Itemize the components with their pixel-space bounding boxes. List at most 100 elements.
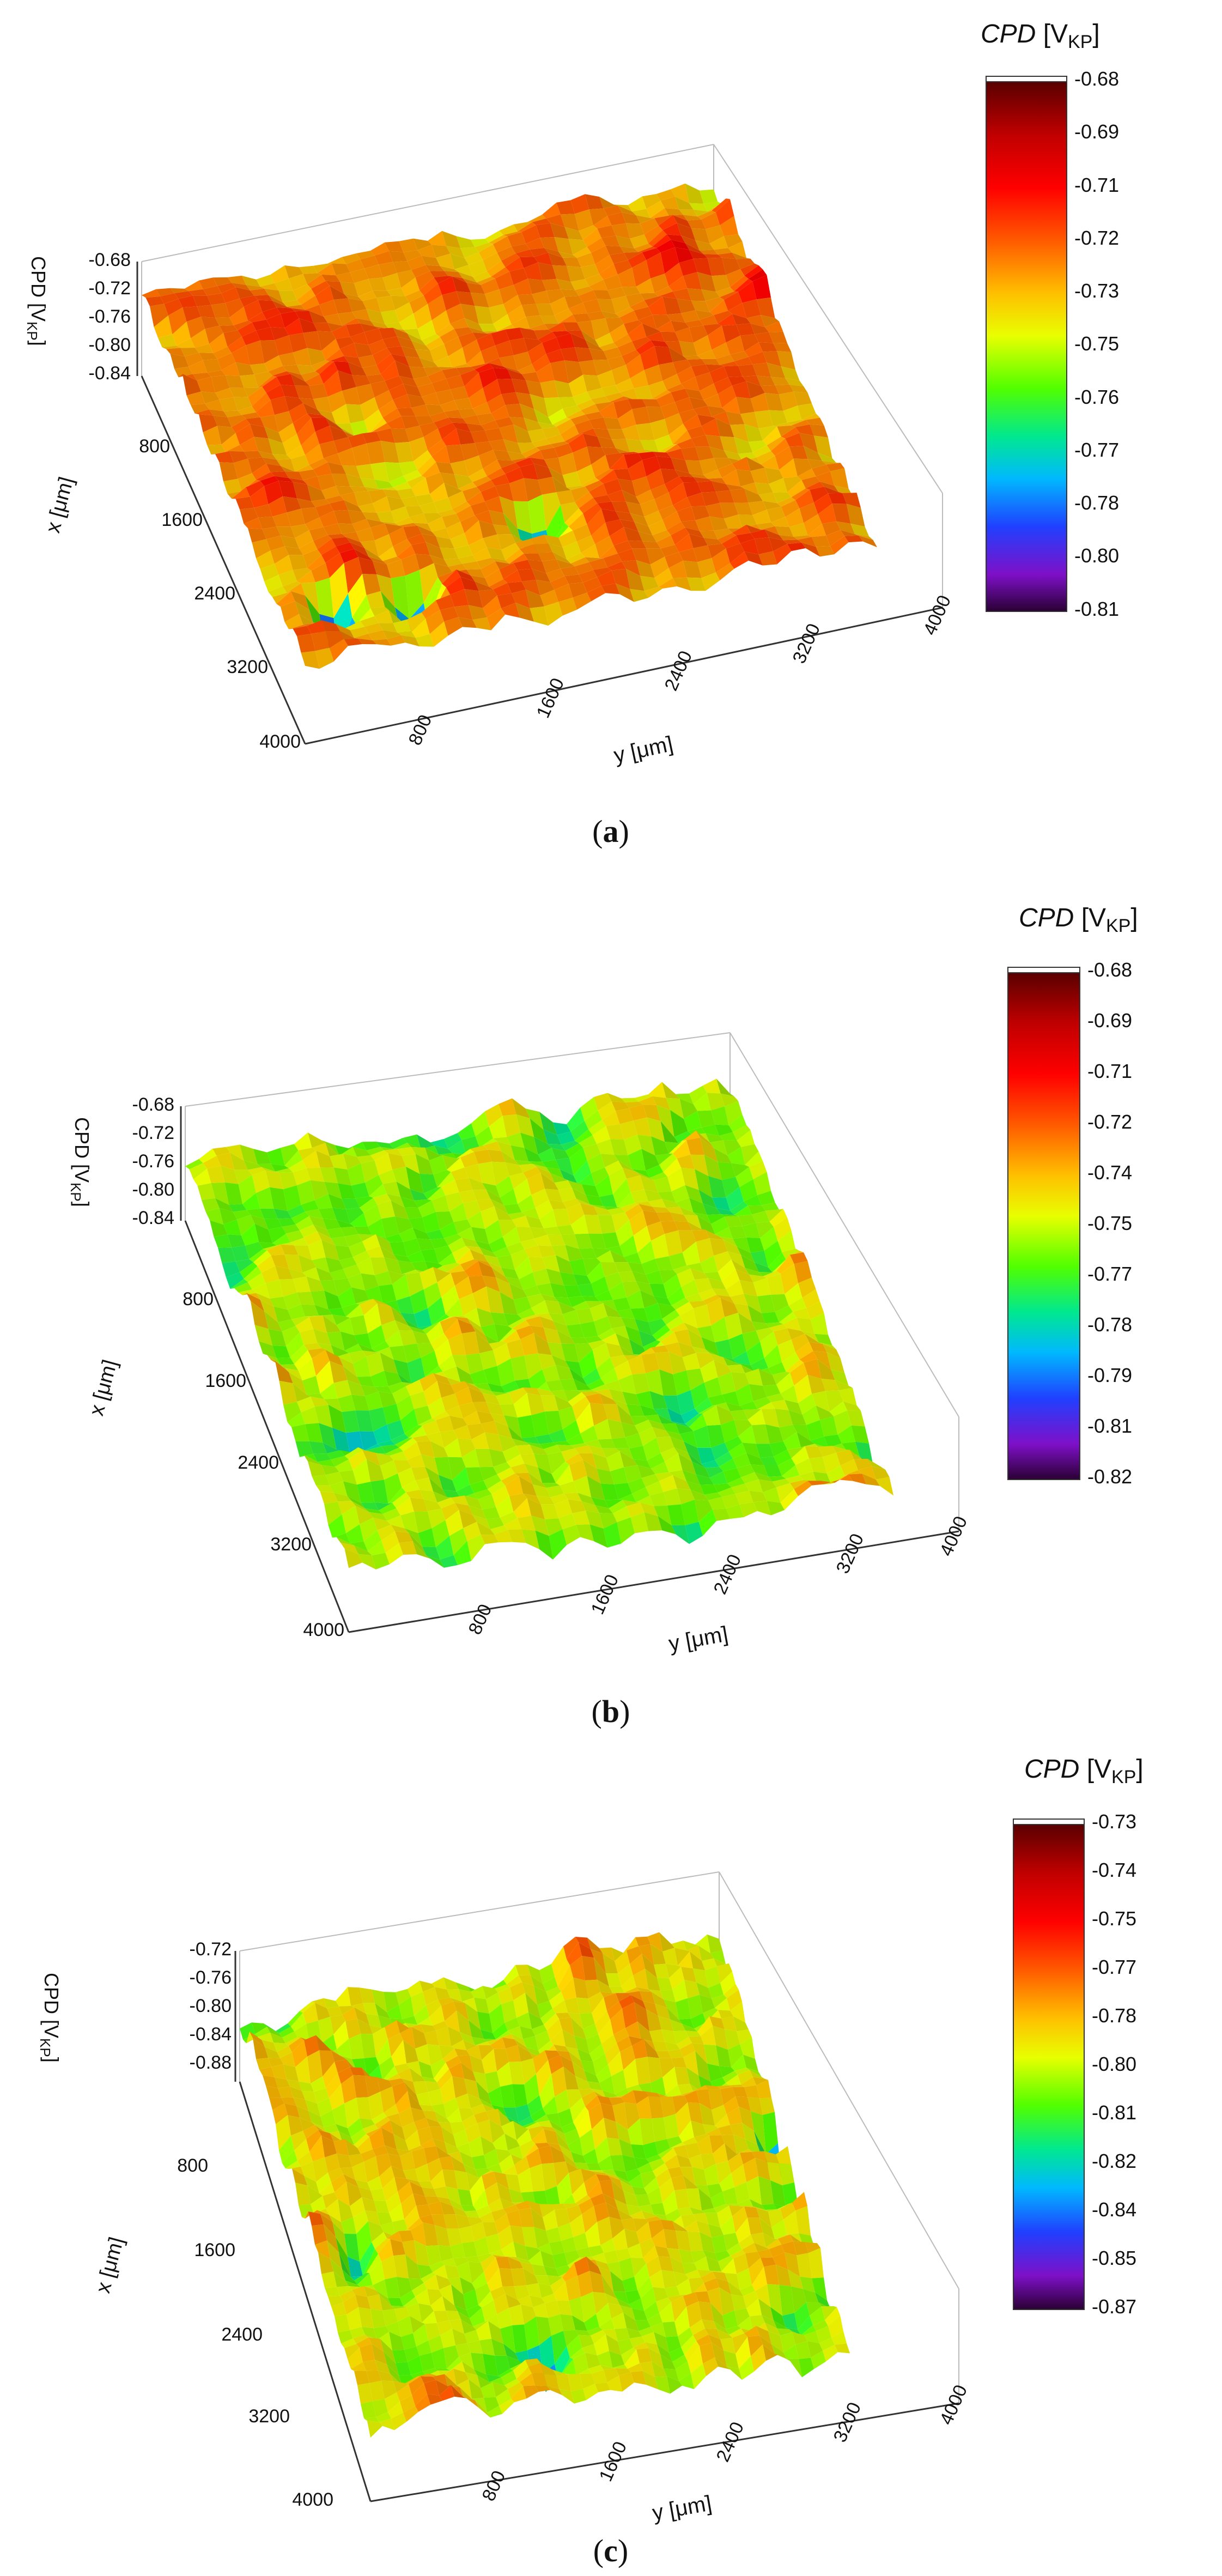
surface-cell bbox=[719, 1236, 737, 1247]
surface-cell bbox=[330, 286, 348, 300]
surface-cell bbox=[539, 1112, 557, 1135]
surface-cell bbox=[503, 231, 522, 237]
surface-cell bbox=[396, 1181, 414, 1201]
surface-cell bbox=[295, 311, 313, 323]
surface-cell bbox=[260, 415, 279, 433]
surface-cell bbox=[801, 542, 820, 557]
surface-cell bbox=[597, 1250, 615, 1263]
surface-cell bbox=[686, 1137, 704, 1155]
surface-cell bbox=[526, 1108, 544, 1130]
surface-cell bbox=[384, 1149, 402, 1156]
surface-cell bbox=[532, 568, 550, 583]
surface-cell bbox=[294, 1132, 312, 1150]
surface-cell bbox=[458, 408, 477, 419]
surface-cell bbox=[543, 1129, 561, 1145]
surface-cell bbox=[636, 278, 655, 294]
surface-cell bbox=[633, 1459, 651, 1469]
surface-cell bbox=[595, 2011, 610, 2034]
surface-cell bbox=[498, 1220, 516, 1237]
surface-cell bbox=[226, 1272, 244, 1289]
surface-cell bbox=[711, 1442, 729, 1460]
surface-cell bbox=[768, 1476, 786, 1482]
surface-cell bbox=[287, 371, 305, 382]
surface-cell bbox=[684, 1441, 702, 1464]
surface-cell bbox=[591, 523, 610, 544]
surface-cell bbox=[505, 1162, 523, 1176]
surface-cell bbox=[495, 483, 514, 501]
surface-cell bbox=[568, 239, 587, 255]
surface-cell bbox=[293, 482, 312, 501]
surface-cell bbox=[330, 639, 348, 662]
surface-cell bbox=[605, 453, 624, 469]
surface-cell bbox=[753, 1397, 771, 1410]
surface-cell bbox=[387, 559, 405, 579]
surface-cell bbox=[420, 1173, 437, 1193]
surface-cell bbox=[632, 476, 650, 497]
surface-cell bbox=[530, 1118, 548, 1144]
surface-cell bbox=[524, 1245, 542, 1258]
surface-cell bbox=[265, 1171, 283, 1190]
surface-cell bbox=[355, 1299, 373, 1305]
surface-cell bbox=[556, 559, 575, 569]
surface-cell bbox=[291, 1316, 309, 1326]
surface-cell bbox=[681, 235, 700, 251]
surface-cell bbox=[270, 396, 289, 415]
surface-cell bbox=[262, 457, 281, 466]
surface-cell bbox=[570, 1443, 588, 1448]
surface-cell bbox=[444, 1319, 462, 1339]
surface-cell bbox=[726, 1280, 744, 1297]
surface-cell bbox=[203, 1155, 221, 1169]
surface-cell bbox=[520, 1332, 538, 1356]
surface-cell bbox=[607, 429, 626, 440]
surface-cell bbox=[618, 1271, 636, 1282]
surface-cell bbox=[613, 399, 632, 419]
surface-cell bbox=[502, 1227, 520, 1247]
surface-cell bbox=[297, 571, 315, 584]
surface-cell bbox=[368, 1219, 386, 1238]
surface-cell bbox=[685, 1413, 703, 1427]
surface-cell bbox=[437, 1381, 455, 1398]
surface-cell bbox=[370, 380, 389, 398]
surface-cell bbox=[530, 606, 549, 626]
surface-cell bbox=[597, 437, 616, 448]
surface-cell bbox=[832, 504, 851, 524]
surface-cell bbox=[207, 370, 226, 377]
surface-cell bbox=[409, 295, 428, 314]
surface-cell bbox=[773, 343, 792, 353]
surface-cell bbox=[679, 476, 697, 483]
surface-cell bbox=[706, 297, 724, 312]
surface-cell bbox=[413, 450, 432, 470]
surface-cell bbox=[254, 1223, 272, 1244]
surface-cell bbox=[485, 1432, 503, 1452]
surface-cell bbox=[321, 1240, 339, 1260]
surface-cell bbox=[662, 511, 681, 530]
surface-cell bbox=[576, 252, 595, 268]
surface-cell bbox=[744, 265, 763, 279]
surface-cell bbox=[528, 1161, 546, 1167]
surface-cell bbox=[570, 1337, 588, 1344]
surface-cell bbox=[223, 410, 242, 417]
surface-cell bbox=[404, 1207, 422, 1219]
surface-cell bbox=[466, 1246, 484, 1255]
surface-cell bbox=[788, 1410, 806, 1425]
surface-cell bbox=[431, 1411, 449, 1421]
surface-cell bbox=[627, 1175, 645, 1192]
surface-cell bbox=[409, 513, 428, 524]
surface-cell bbox=[617, 548, 636, 562]
surface-cell bbox=[283, 1185, 301, 1211]
surface-cell bbox=[519, 1975, 534, 1986]
surface-cell bbox=[718, 2010, 733, 2019]
surface-cell bbox=[301, 371, 320, 382]
surface-cell bbox=[619, 1995, 634, 2009]
surface-cell bbox=[338, 312, 356, 326]
surface-cell bbox=[281, 1364, 299, 1371]
surface-cell bbox=[352, 1459, 370, 1485]
surface-cell bbox=[509, 1387, 527, 1404]
surface-cell bbox=[755, 1472, 773, 1482]
surface-cell bbox=[399, 1227, 417, 1242]
surface-cell bbox=[346, 537, 364, 548]
surface-cell bbox=[532, 354, 550, 372]
surface-cell bbox=[257, 1163, 275, 1172]
surface-cell bbox=[652, 1207, 670, 1213]
surface-cell bbox=[358, 503, 377, 513]
